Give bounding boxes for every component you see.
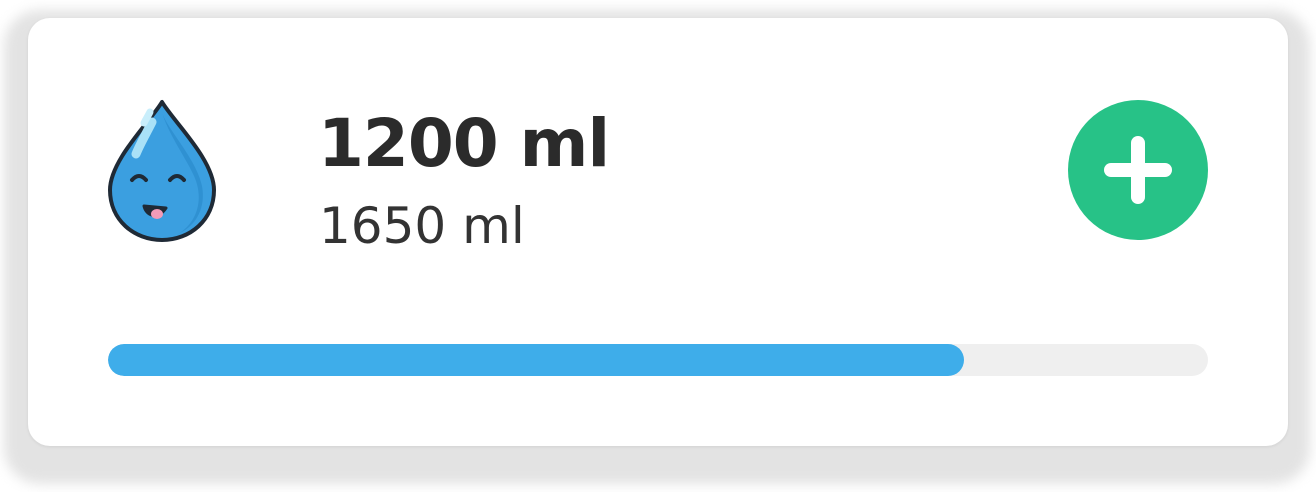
water-progress-fill — [108, 344, 964, 376]
water-progress-bar — [108, 344, 1208, 376]
plus-icon-bar — [1104, 163, 1172, 177]
water-consumed-amount: 1200 ml — [318, 104, 609, 184]
add-water-button[interactable] — [1068, 100, 1208, 240]
water-goal-amount: 1650 ml — [319, 192, 525, 260]
water-drop-face-icon — [106, 98, 218, 244]
